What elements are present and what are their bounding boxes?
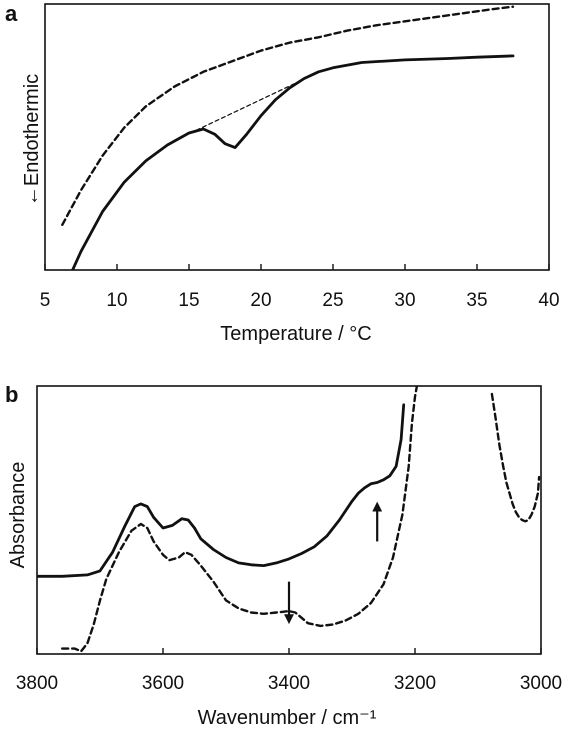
panel-a: a 5 10 15 20 25 30 35 40 ←Endothermic Temperatu… xyxy=(5,1,560,345)
panel-a-plot-frame xyxy=(44,3,550,271)
panel-b-x-ticks: 3800 3600 3400 3200 3000 xyxy=(16,648,562,694)
panel-b: b 3800 3600 3400 3200 3000 Absorbance Wavenu… xyxy=(5,382,562,729)
panel-b-series-3-dashed xyxy=(490,392,541,523)
panel-b-x-tick-label: 3200 xyxy=(394,673,436,694)
panel-b-x-axis-title: Wavenumber / cm⁻¹ xyxy=(198,707,377,729)
panel-a-label: a xyxy=(5,1,18,26)
panel-a-x-tick-label: 35 xyxy=(466,290,487,311)
panel-b-x-tick-label: 3800 xyxy=(16,673,58,694)
panel-a-series-group xyxy=(61,5,515,270)
panel-b-x-tick-label: 3400 xyxy=(268,673,310,694)
panel-b-x-tick-label: 3600 xyxy=(142,673,184,694)
panel-a-x-tick-label: 20 xyxy=(250,290,271,311)
panel-a-y-axis-title: ←Endothermic xyxy=(21,74,43,206)
panel-a-x-tick-label: 5 xyxy=(40,290,51,311)
panel-a-x-tick-label: 15 xyxy=(178,290,199,311)
panel-a-x-tick-label: 25 xyxy=(322,290,343,311)
panel-b-series-group xyxy=(37,386,541,653)
panel-b-y-axis-title: Absorbance xyxy=(7,462,29,569)
panel-a-x-tick-label: 40 xyxy=(538,290,559,311)
panel-a-x-tick-label: 10 xyxy=(106,290,127,311)
panel-a-series-2-dashed xyxy=(61,5,515,227)
panel-b-label: b xyxy=(5,382,18,407)
panel-b-series-2-dashed xyxy=(61,386,419,653)
panel-a-x-ticks: 5 10 15 20 25 30 35 40 xyxy=(40,264,560,311)
panel-a-series-3-dashed-thin xyxy=(195,81,298,131)
panel-b-annotations xyxy=(284,501,383,625)
panel-a-series-1-solid xyxy=(71,54,515,270)
panel-b-x-tick-label: 3000 xyxy=(520,673,562,694)
panel-a-x-tick-label: 30 xyxy=(394,290,415,311)
panel-b-series-1-solid xyxy=(37,403,406,578)
panel-a-x-axis-title: Temperature / °C xyxy=(220,323,371,345)
